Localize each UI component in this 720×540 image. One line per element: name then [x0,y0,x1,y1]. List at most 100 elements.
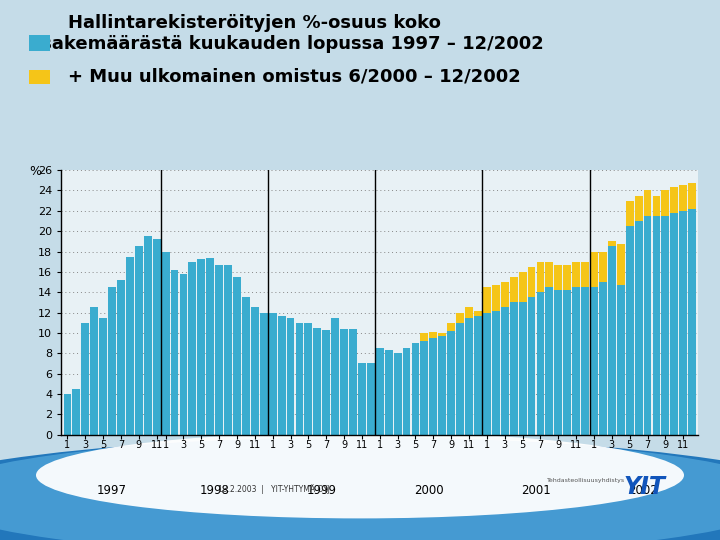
Bar [251,307,258,435]
Bar [528,298,536,435]
Bar [295,323,303,435]
Text: + Muu ulkomainen omistus 6/2000 – 12/2002: + Muu ulkomainen omistus 6/2000 – 12/200… [68,68,521,85]
Bar [340,329,348,435]
Bar [394,353,402,435]
Bar [429,332,437,338]
Bar [90,307,98,435]
Bar [420,341,428,435]
Bar [465,318,473,435]
Bar [189,262,197,435]
Ellipse shape [0,437,720,540]
Bar [688,209,696,435]
Bar [367,363,375,435]
Bar [536,262,544,292]
Bar [581,287,589,435]
Bar [599,252,607,282]
Bar [207,258,214,435]
Text: 1997: 1997 [97,483,127,497]
Bar [608,246,616,435]
Ellipse shape [36,432,684,518]
Bar [546,287,553,435]
Bar [546,262,553,287]
Bar [652,216,660,435]
Bar [126,256,134,435]
Bar [599,282,607,435]
Bar [447,331,455,435]
Bar [518,272,526,302]
Text: osakemäärästä kuukauden lopussa 1997 – 12/2002: osakemäärästä kuukauden lopussa 1997 – 1… [29,35,544,53]
Bar [670,187,678,213]
Bar [215,265,223,435]
Bar [662,191,670,216]
Bar [260,313,268,435]
Bar [679,211,687,435]
Bar [662,216,670,435]
Text: 2000: 2000 [414,483,444,497]
Text: 2001: 2001 [521,483,551,497]
Text: 1998: 1998 [199,483,230,497]
Bar [278,315,286,435]
Bar [483,313,491,435]
Y-axis label: %: % [30,165,42,178]
Text: Hallintarekisteröityjen %-osuus koko: Hallintarekisteröityjen %-osuus koko [68,14,441,31]
Bar [563,265,571,290]
Bar [456,313,464,323]
Bar [81,323,89,435]
Bar [465,307,473,318]
Bar [554,265,562,290]
Text: Tehdasteollisuusyhdistys: Tehdasteollisuusyhdistys [547,478,626,483]
Text: 13.2.2003  |   YIT-YHTYMÄ OYJ: 13.2.2003 | YIT-YHTYMÄ OYJ [217,484,330,494]
Bar [63,394,71,435]
Bar [510,277,518,302]
Bar [99,318,107,435]
Bar [358,363,366,435]
Bar [438,336,446,435]
Bar [323,330,330,435]
Bar [474,315,482,435]
Bar [456,323,464,435]
Bar [492,310,500,435]
Bar [626,226,634,435]
Bar [153,239,161,435]
Bar [242,298,250,435]
Bar [617,285,625,435]
Bar [412,343,420,435]
Bar [117,280,125,435]
Text: 2002: 2002 [628,483,658,497]
Bar [644,191,652,216]
Bar [554,290,562,435]
Bar [528,267,536,298]
Bar [402,348,410,435]
Bar [233,277,241,435]
Bar [590,287,598,435]
Bar [518,302,526,435]
Bar [331,318,339,435]
Bar [162,252,169,435]
Bar [536,292,544,435]
Bar [501,307,508,435]
Bar [617,245,625,285]
Bar [179,274,187,435]
Bar [447,323,455,331]
Bar [197,259,205,435]
Bar [563,290,571,435]
Bar [688,183,696,209]
Bar [171,270,179,435]
Bar [376,348,384,435]
Bar [224,265,232,435]
Bar [144,237,152,435]
Bar [73,389,81,435]
Bar [108,287,116,435]
Bar [269,313,276,435]
Bar [572,262,580,287]
Bar [135,246,143,435]
Bar [438,333,446,336]
Bar [635,221,642,435]
Bar [313,328,321,435]
Bar [501,282,508,307]
Bar [590,252,598,287]
Bar [305,323,312,435]
Bar [510,302,518,435]
Bar [652,195,660,216]
Bar [483,287,491,313]
